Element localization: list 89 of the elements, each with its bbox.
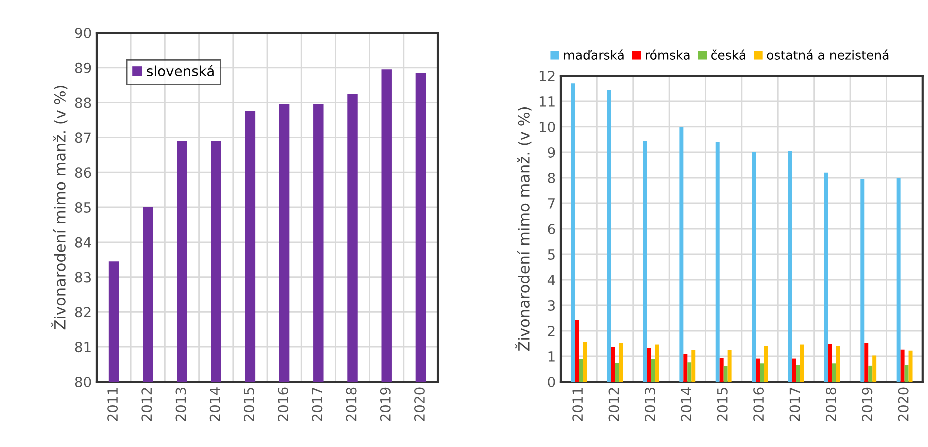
y-tick-label: 11 xyxy=(540,96,555,107)
bar xyxy=(832,364,836,382)
x-tick-label: 2020 xyxy=(414,388,425,422)
bar xyxy=(900,350,905,382)
x-tick-label: 2014 xyxy=(681,388,692,422)
bar xyxy=(836,346,840,382)
bar xyxy=(575,320,580,382)
bar xyxy=(824,172,828,382)
x-tick-label: 2017 xyxy=(312,388,323,422)
bar xyxy=(692,350,696,382)
bar xyxy=(716,142,720,382)
bar xyxy=(752,152,756,382)
bar xyxy=(655,344,660,382)
bar xyxy=(607,90,612,382)
bar xyxy=(571,84,576,382)
y-tick-label: 80 xyxy=(75,376,92,388)
x-tick-label: 2011 xyxy=(572,388,584,422)
bar xyxy=(760,364,764,382)
x-tick-label: 2011 xyxy=(108,388,118,422)
y-tick-label: 87 xyxy=(75,132,91,144)
bar xyxy=(872,356,877,382)
bar xyxy=(904,365,909,382)
x-tick-label: 2018 xyxy=(826,388,836,422)
y-tick-label: 7 xyxy=(548,198,555,209)
y-tick-label: 8 xyxy=(548,172,556,184)
legend-label: rómska xyxy=(646,50,690,60)
x-tick-label: 2012 xyxy=(608,388,620,422)
legend-label: maďarská xyxy=(564,50,624,60)
y-tick-label: 3 xyxy=(548,300,555,311)
bar xyxy=(680,126,684,382)
bar xyxy=(764,346,768,382)
bar xyxy=(724,366,728,382)
bar xyxy=(896,178,901,382)
bar xyxy=(688,362,692,382)
bar xyxy=(796,365,800,382)
legend-label: ostatná a nezistená xyxy=(767,50,889,60)
x-tick-label: 2015 xyxy=(717,388,728,422)
bar xyxy=(728,350,732,382)
bar xyxy=(583,342,588,382)
bar xyxy=(868,366,873,382)
bar xyxy=(619,342,624,382)
x-tick-label: 2013 xyxy=(644,388,656,422)
bar xyxy=(579,359,584,382)
y-tick-label: 83 xyxy=(75,272,91,283)
legend-label: česká xyxy=(712,50,746,60)
x-tick-label: 2020 xyxy=(898,388,909,422)
y-tick-label: 10 xyxy=(540,122,556,132)
x-tick-label: 2016 xyxy=(278,388,289,422)
y-tick-label: 9 xyxy=(548,147,556,158)
y-tick-label: 4 xyxy=(548,275,556,286)
bar xyxy=(860,179,865,382)
bar xyxy=(756,358,760,382)
y-tick-label: 1 xyxy=(548,352,555,362)
bar xyxy=(611,347,616,382)
x-tick-label: 2013 xyxy=(176,388,186,422)
bar xyxy=(720,358,724,382)
bar xyxy=(908,350,913,382)
y-tick-label: 89 xyxy=(75,62,92,74)
bar xyxy=(651,359,656,382)
bar xyxy=(800,344,804,382)
bar xyxy=(684,354,688,382)
legend-label: slovenská xyxy=(147,65,214,77)
y-tick-label: 12 xyxy=(540,70,555,82)
y-tick-label: 81 xyxy=(75,342,91,353)
y-tick-label: 0 xyxy=(548,376,556,388)
x-tick-label: 2012 xyxy=(142,388,152,422)
x-tick-label: 2017 xyxy=(790,388,800,422)
y-tick-label: 82 xyxy=(75,307,91,318)
y-tick-label: 90 xyxy=(75,28,92,38)
bar xyxy=(864,344,869,382)
bar xyxy=(792,358,796,382)
y-tick-label: 85 xyxy=(75,202,91,213)
x-tick-label: 2016 xyxy=(754,388,764,422)
y-tick-label: 88 xyxy=(75,98,92,108)
x-tick-label: 2015 xyxy=(244,388,254,422)
x-tick-label: 2019 xyxy=(380,388,391,422)
x-tick-label: 2014 xyxy=(210,388,220,422)
y-tick-label: 5 xyxy=(548,250,555,260)
y-axis-title: Živonarodení mimo manž. (v %) xyxy=(516,108,532,352)
x-tick-label: 2019 xyxy=(862,388,873,422)
y-tick-label: 84 xyxy=(75,237,92,248)
bar xyxy=(828,344,832,382)
y-axis-title: Živonarodení mimo manž. (v %) xyxy=(52,86,68,330)
bar xyxy=(643,141,648,382)
x-tick-label: 2018 xyxy=(346,388,357,422)
y-tick-label: 2 xyxy=(548,326,555,336)
bar xyxy=(647,348,652,382)
y-tick-label: 86 xyxy=(75,168,92,178)
y-tick-label: 6 xyxy=(548,224,556,234)
